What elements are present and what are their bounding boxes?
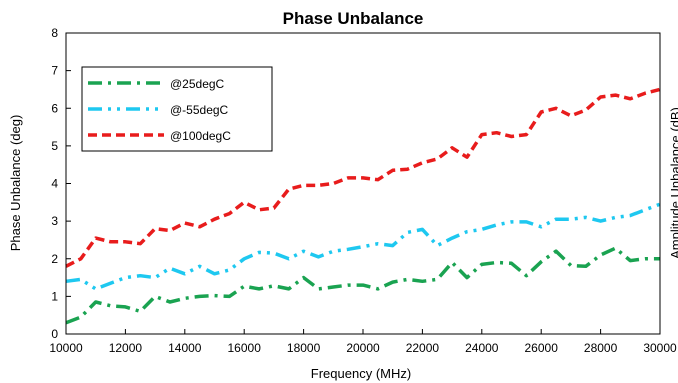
series-line-1 (65, 202, 661, 291)
y-tick-label: 0 (51, 327, 58, 341)
x-tick-label: 28000 (584, 341, 618, 355)
y-tick-label: 7 (51, 64, 58, 78)
x-tick-label: 22000 (406, 341, 440, 355)
x-tick-label: 16000 (228, 341, 262, 355)
legend-label-0: @25degC (170, 77, 225, 91)
secondary-y-axis-label: Amplitude Unbalance (dB) (668, 107, 678, 259)
plot-area (65, 87, 661, 325)
legend-label-1: @-55degC (170, 103, 229, 117)
x-tick-label: 14000 (168, 341, 202, 355)
x-tick-label: 26000 (525, 341, 559, 355)
legend-box (81, 66, 273, 152)
y-axis-label: Phase Unbalance (deg) (8, 115, 23, 252)
y-tick-label: 6 (51, 101, 58, 115)
x-tick-label: 18000 (287, 341, 321, 355)
y-tick-label: 8 (51, 26, 58, 40)
x-tick-label: 24000 (465, 341, 499, 355)
x-tick-label: 10000 (49, 341, 83, 355)
legend: @25degC @-55degC @100degC (81, 66, 273, 152)
y-tick-label: 1 (51, 289, 58, 303)
x-axis-label: Frequency (MHz) (311, 366, 411, 381)
x-tick-label: 20000 (346, 341, 380, 355)
axes: 0 1 2 3 4 5 6 7 8 10000 12000 14000 16000 18000 20000 2… (49, 26, 677, 355)
y-tick-label: 2 (51, 252, 58, 266)
y-tick-label: 4 (51, 177, 58, 191)
y-tick-label: 5 (51, 139, 58, 153)
series-line-0 (65, 246, 660, 325)
chart-title: Phase Unbalance (283, 9, 424, 28)
y-tick-label: 3 (51, 214, 58, 228)
x-tick-label: 12000 (109, 341, 143, 355)
x-tick-label: 30000 (643, 341, 677, 355)
series-line-2 (65, 87, 661, 268)
legend-label-2: @100degC (170, 129, 231, 143)
